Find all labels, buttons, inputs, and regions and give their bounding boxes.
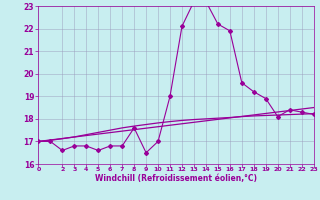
X-axis label: Windchill (Refroidissement éolien,°C): Windchill (Refroidissement éolien,°C) xyxy=(95,174,257,183)
